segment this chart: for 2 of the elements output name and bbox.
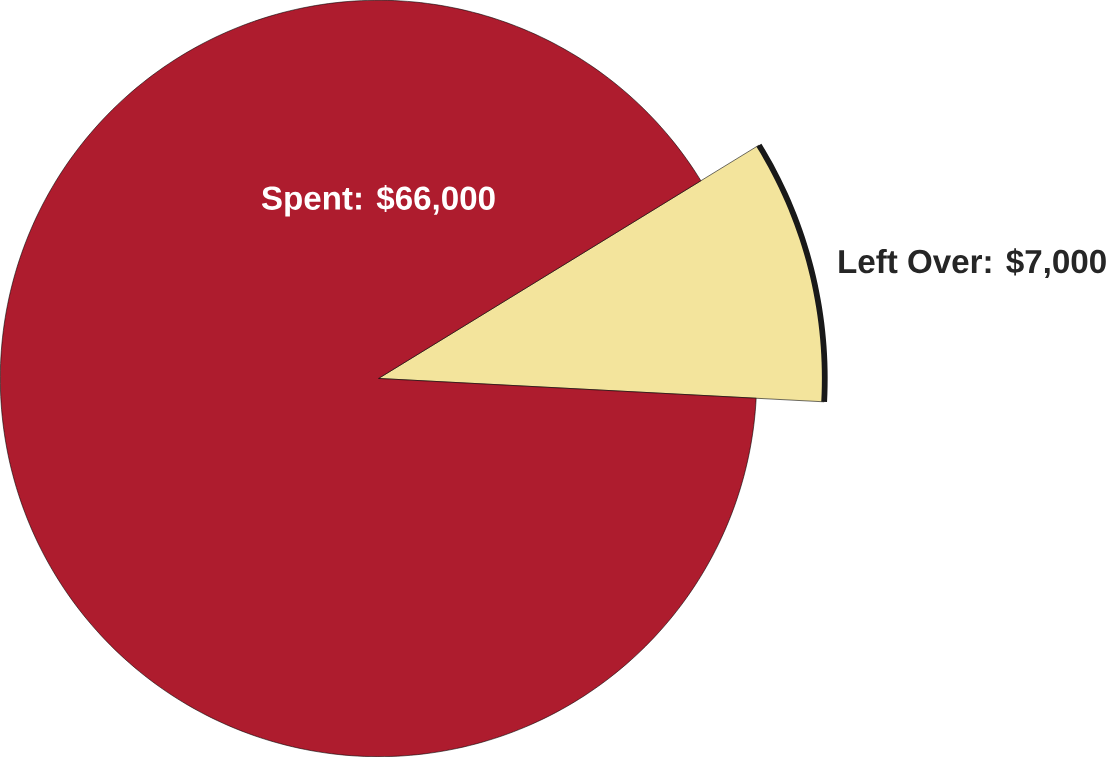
slice-label: Spent: $66,000: [261, 184, 495, 217]
slice-label: Left Over: $7,000: [839, 248, 1106, 279]
